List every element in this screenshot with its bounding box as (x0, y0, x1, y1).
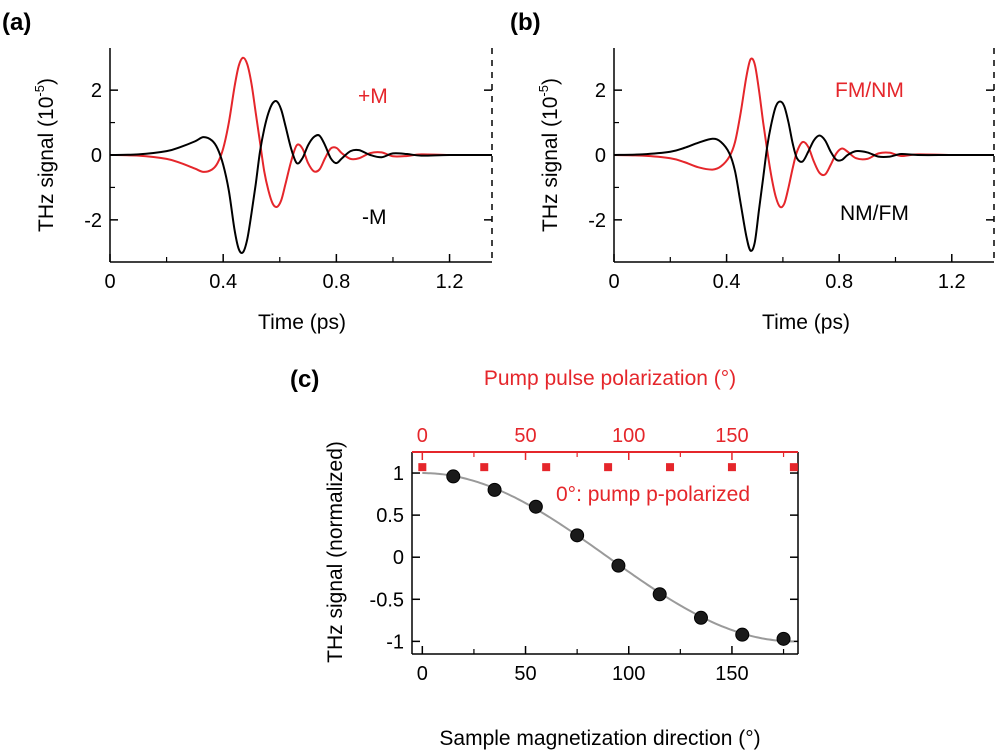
annotation-fm-nm: FM/NM (835, 79, 904, 102)
top-tick-label-c: 0 (417, 425, 428, 447)
annotation-plus-m: +M (358, 85, 388, 108)
x-tick-label-b: 0.4 (713, 271, 741, 293)
xlabel-c: Sample magnetization direction (°) (439, 727, 760, 750)
series-line-b-nmfm (613, 100, 994, 252)
xlabel-b: Time (ps) (762, 311, 850, 334)
y-tick-label-b: -2 (588, 210, 606, 232)
marker-pump-polarization (789, 463, 798, 472)
y-tick-label-c: 0 (393, 547, 404, 569)
panel-label-c: (c) (290, 366, 319, 393)
marker-magnetization (487, 482, 502, 497)
top-tick-label-c: 50 (514, 425, 536, 447)
xlabel-a: Time (ps) (258, 311, 346, 334)
ylabel-a-close: ) (35, 78, 58, 85)
y-tick-label-a: 2 (91, 80, 102, 102)
series-line-a-m (109, 100, 493, 254)
ylabel-b: THz signal (10-5) (536, 78, 562, 232)
x-tick-label-c: 50 (514, 663, 536, 685)
y-tick-label-a: -2 (84, 210, 102, 232)
chart-b: 0 0.4 0.8 1.2 -2 0 2 Time (ps) THz signal (10-… (536, 48, 995, 334)
plot-area-b: 0 0.4 0.8 1.2 -2 0 2 (588, 48, 995, 293)
marker-magnetization (611, 558, 626, 573)
marker-magnetization (652, 587, 667, 602)
x-tick-label-c: 150 (715, 663, 748, 685)
marker-magnetization (735, 627, 750, 642)
x-tick-label-b: 1.2 (938, 271, 966, 293)
x-tick-label-a: 0.4 (209, 271, 237, 293)
annotation-nm-fm: NM/FM (840, 202, 909, 225)
x-tick-label-b: 0 (608, 271, 619, 293)
marker-pump-polarization (480, 463, 489, 472)
x-tick-label-c: 100 (612, 663, 645, 685)
ylabel-a-exp: -5 (32, 85, 47, 97)
y-tick-label-c: 0.5 (376, 505, 404, 527)
ylabel-c: THz signal (normalized) (324, 441, 347, 663)
series-line-b-fmnm (613, 57, 995, 209)
marker-pump-polarization (727, 463, 736, 472)
marker-magnetization (570, 528, 585, 543)
marker-pump-polarization (418, 463, 427, 472)
series-line-a-m (109, 56, 493, 209)
ylabel-a: THz signal (10-5) (32, 78, 58, 232)
panel-label-b: (b) (510, 9, 541, 36)
y-tick-label-c: -1 (386, 631, 404, 653)
top-xlabel-c: Pump pulse polarization (°) (484, 367, 736, 390)
marker-pump-polarization (666, 463, 675, 472)
x-tick-label-a: 0.8 (322, 271, 350, 293)
plot-area-a: 0 0.4 0.8 1.2 -2 0 2 (84, 48, 493, 293)
top-tick-label-c: 100 (612, 425, 645, 447)
plot-area-c: 0 50 100 150 0 50 100 150 1 0.5 0 -0.5 -1 (370, 425, 799, 685)
annotation-minus-m: -M (362, 206, 387, 229)
marker-pump-polarization (604, 463, 613, 472)
y-tick-label-c: 1 (393, 463, 404, 485)
x-tick-label-a: 1.2 (436, 271, 464, 293)
top-tick-label-c: 150 (715, 425, 748, 447)
y-tick-label-a: 0 (91, 145, 102, 167)
ylabel-a-text: THz signal (10 (35, 97, 58, 232)
ylabel-b-text: THz signal (10 (539, 97, 562, 232)
chart-a: 0 0.4 0.8 1.2-202 Time (ps) THz signal (10-… (32, 48, 493, 334)
marker-magnetization (446, 469, 461, 484)
x-tick-label-b: 0.8 (825, 271, 853, 293)
fit-curve-c (422, 472, 794, 643)
x-tick-label-c: 0 (417, 663, 428, 685)
y-tick-label-c: -0.5 (370, 589, 404, 611)
y-tick-label-b: 2 (595, 80, 606, 102)
panel-label-a: (a) (2, 9, 31, 36)
chart-c: 0 50 100 150 0 50 100 150 1 0.5 0 -0.5 -1 Pump pulse… (324, 367, 799, 750)
x-tick-label-a: 0 (104, 271, 115, 293)
marker-pump-polarization (542, 463, 551, 472)
marker-magnetization (693, 610, 708, 625)
annotation-pump-p: 0°: pump p-polarized (556, 483, 750, 506)
ylabel-b-exp: -5 (536, 85, 551, 97)
y-tick-label-b: 0 (595, 145, 606, 167)
marker-magnetization (528, 499, 543, 514)
ylabel-b-close: ) (539, 78, 562, 85)
marker-magnetization (776, 631, 791, 646)
